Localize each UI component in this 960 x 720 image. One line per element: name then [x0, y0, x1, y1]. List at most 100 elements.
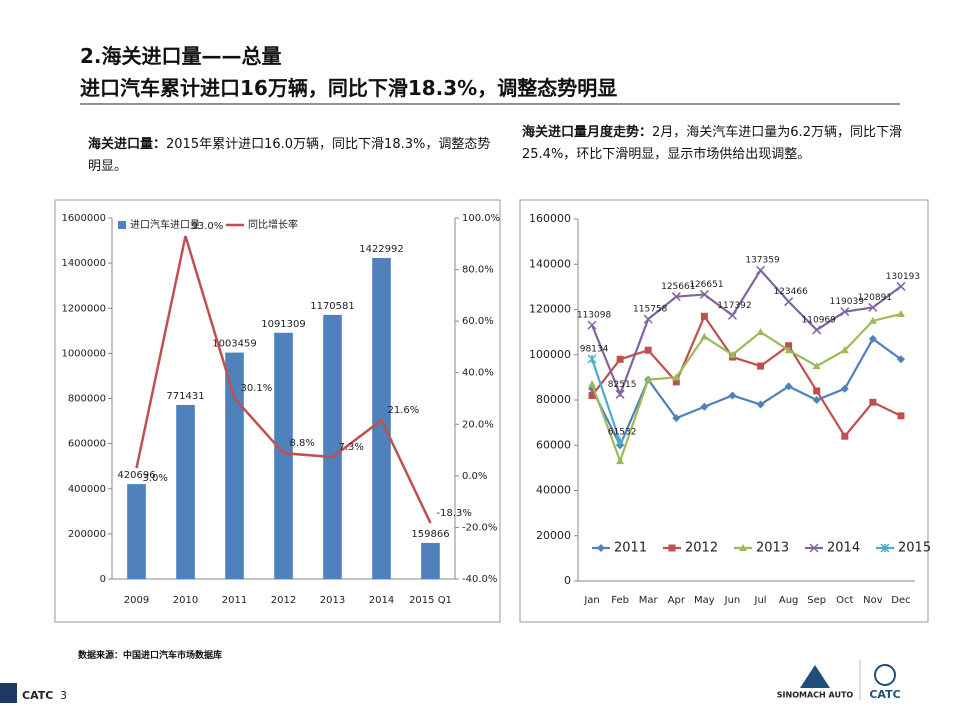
x-tick-label: Dec [891, 595, 910, 606]
data-label: 21.6% [388, 405, 420, 416]
marker [868, 316, 877, 324]
marker [880, 543, 890, 553]
note-label: 海关进口量： [88, 137, 167, 152]
y-tick-label: 60000 [536, 438, 571, 451]
logo-text: CATC [869, 688, 900, 701]
note-label: 海关进口量月度走势： [522, 125, 653, 140]
marker [728, 391, 737, 400]
y-tick-label: 1200000 [61, 303, 106, 314]
data-label: 1003459 [212, 339, 257, 350]
marker [757, 362, 765, 370]
marker [841, 432, 849, 440]
x-tick-label: Oct [836, 595, 853, 606]
logo-text: SINOMACH AUTO [777, 691, 854, 700]
chart-frame [54, 199, 501, 623]
marker [840, 384, 849, 393]
bar [372, 257, 391, 579]
y-tick-label: 200000 [68, 529, 106, 540]
y-tick-label: 160000 [529, 212, 571, 225]
marker [616, 355, 624, 363]
marker [727, 310, 737, 320]
legend-label: 2015 [898, 541, 931, 556]
marker [896, 355, 905, 364]
bar [421, 542, 440, 579]
marker [812, 396, 821, 404]
data-label: 1422992 [359, 244, 404, 255]
y-tick-label: 1400000 [61, 258, 106, 269]
marker [784, 346, 793, 354]
note: 海关进口量：2015年累计进口16.0万辆，同比下滑18.3%，调整态势明显。 [88, 134, 498, 178]
y2-tick-label: -40.0% [462, 574, 497, 585]
footer-mark [0, 683, 17, 703]
x-tick-label: Apr [668, 595, 686, 606]
marker [672, 414, 681, 423]
data-label: 61532 [608, 427, 637, 437]
data-label: 110969 [802, 315, 837, 325]
source: 数据来源：中国进口汽车市场数据库 [78, 651, 223, 661]
x-tick-label: Feb [611, 595, 629, 606]
data-label: 123466 [773, 287, 808, 297]
y-tick-label: 120000 [529, 303, 571, 316]
y2-tick-label: 0.0% [462, 471, 487, 482]
data-label: 93.0% [192, 221, 224, 232]
note-text: 2015年累计进口16.0万辆，同比下滑18.3%，调整态势明显。 [88, 137, 491, 174]
y-tick-label: 80000 [536, 393, 571, 406]
y2-tick-label: 40.0% [462, 368, 494, 379]
marker [728, 350, 737, 358]
marker [668, 544, 676, 552]
marker [700, 312, 708, 320]
y-tick-label: 100000 [529, 348, 571, 361]
marker [587, 354, 597, 364]
series-line [591, 314, 902, 439]
x-tick-label: Sep [807, 595, 826, 606]
data-label: 159866 [411, 529, 449, 540]
legend-label: 2011 [614, 541, 647, 556]
marker [897, 412, 905, 420]
series-line [591, 358, 622, 443]
bar [274, 332, 293, 579]
marker [672, 373, 681, 381]
bar [323, 314, 342, 579]
note: 海关进口量月度走势：2月，海关汽车进口量为6.2万辆，同比下滑25.4%，环比下… [522, 122, 927, 166]
data-label: 137359 [745, 256, 780, 266]
y-tick-label: 600000 [68, 439, 106, 450]
y2-tick-label: -20.0% [462, 522, 497, 533]
data-label: 117392 [717, 301, 751, 311]
footer-brand: CATC [22, 689, 53, 702]
marker [812, 325, 822, 335]
x-tick-label: Mar [639, 595, 659, 606]
data-label: 82515 [608, 380, 637, 390]
marker [785, 342, 793, 350]
series-line [135, 235, 432, 524]
marker [756, 400, 765, 409]
legend-swatch [118, 221, 126, 229]
marker [756, 328, 765, 336]
marker [896, 310, 905, 318]
x-tick-label: 2011 [222, 595, 247, 606]
marker [616, 457, 625, 465]
marker [699, 289, 709, 299]
marker [615, 437, 625, 447]
data-label: 130193 [886, 272, 920, 282]
legend-label: 2013 [756, 541, 789, 556]
data-label: 115758 [633, 305, 668, 315]
data-label: 771431 [166, 391, 204, 402]
x-tick-label: 2013 [320, 595, 345, 606]
y-tick-label: 800000 [68, 394, 106, 405]
data-label: 120891 [858, 293, 892, 303]
data-label: 126651 [689, 280, 723, 290]
data-label: 98134 [580, 344, 609, 354]
data-label: 1170581 [310, 301, 355, 312]
marker [700, 332, 709, 340]
y2-tick-label: 80.0% [462, 265, 494, 276]
data-label: 1091309 [261, 319, 306, 330]
x-tick-label: May [694, 595, 715, 606]
marker [671, 292, 681, 302]
y-tick-label: 1000000 [61, 348, 106, 359]
x-tick-label: Jun [724, 595, 741, 606]
marker [784, 297, 794, 307]
marker [840, 346, 849, 354]
data-label: 125661 [661, 282, 695, 292]
